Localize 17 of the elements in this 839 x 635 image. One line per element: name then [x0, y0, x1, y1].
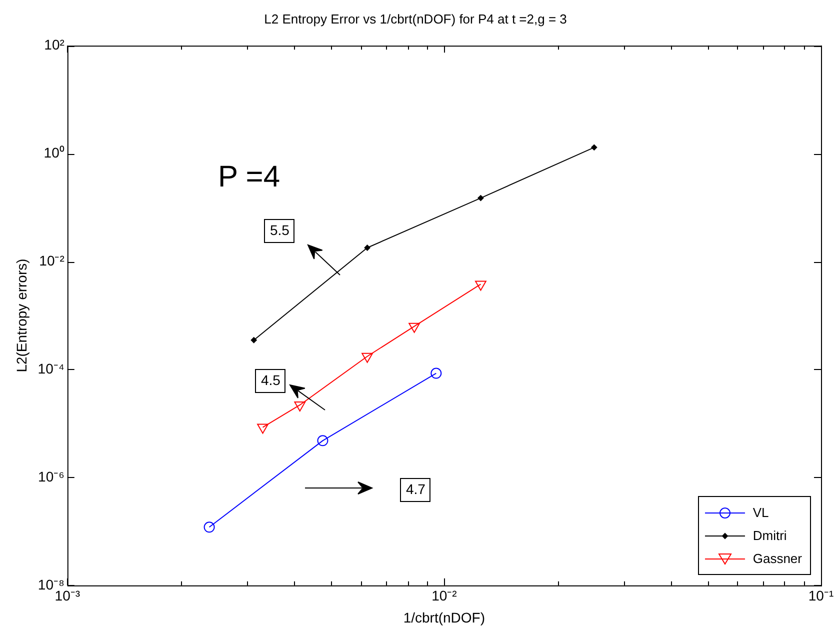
y-tick-label: 10⁻⁶ [38, 468, 64, 484]
legend-label: Gassner [752, 551, 802, 566]
x-axis-title: 1/cbrt(nDOF) [403, 609, 486, 626]
legend-label: Dmitri [752, 528, 787, 544]
y-tick-label: 10⁰ [44, 144, 64, 160]
annotation: P =4 [218, 160, 280, 194]
annotation: 5.5 [270, 222, 290, 238]
y-tick-label: 10⁻⁴ [38, 360, 64, 376]
annotation: 4.5 [261, 372, 281, 388]
y-tick-label: 10² [44, 36, 65, 52]
x-tick-label: 10⁻¹ [808, 588, 834, 604]
legend-label: VL [752, 505, 769, 520]
y-axis-title: L2(Entropy errors) [13, 258, 30, 372]
y-tick-label: 10⁻² [39, 252, 65, 268]
chart-title: L2 Entropy Error vs 1/cbrt(nDOF) for P4 at t =2,g = 3 [264, 11, 567, 26]
annotation: 4.7 [406, 480, 426, 497]
x-tick-label: 10⁻² [432, 588, 458, 604]
